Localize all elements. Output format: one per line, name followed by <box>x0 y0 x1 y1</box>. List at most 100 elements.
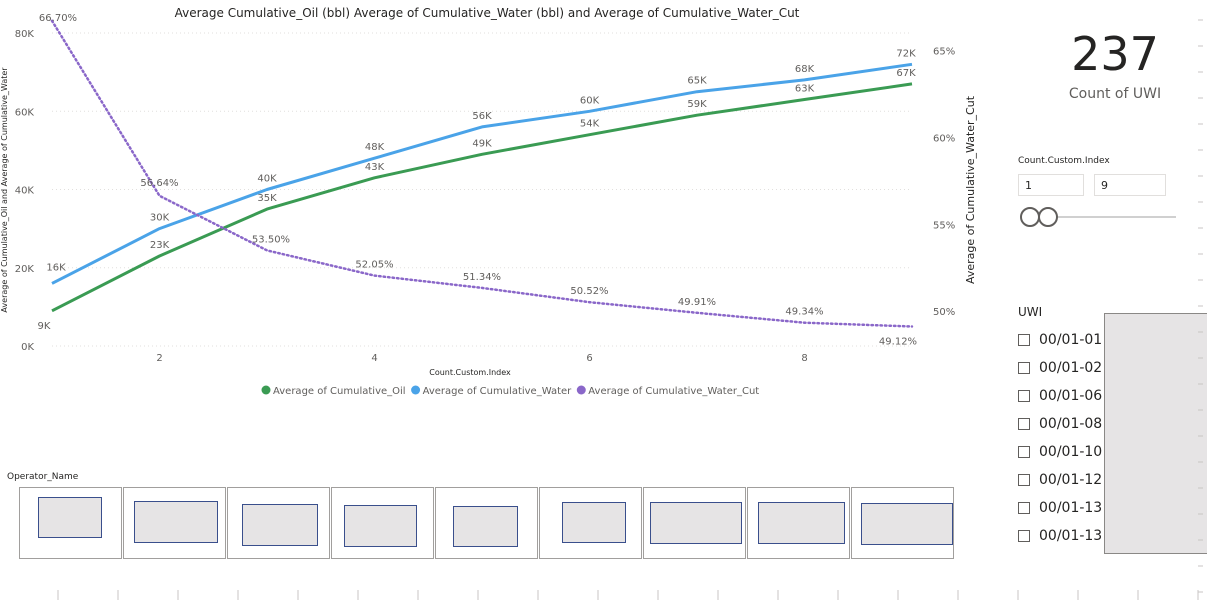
operator-tile[interactable] <box>435 487 538 559</box>
operator-tile[interactable] <box>539 487 642 559</box>
operator-tile[interactable] <box>747 487 850 559</box>
operator-logo-placeholder <box>344 505 417 547</box>
series-line <box>51 62 913 285</box>
x-tick-label: 4 <box>371 353 377 364</box>
range-slider-track[interactable] <box>1030 216 1176 218</box>
data-label: 50.52% <box>570 286 608 297</box>
checkbox[interactable] <box>1018 474 1030 486</box>
uwi-item-label: 00/01-12 <box>1039 472 1103 488</box>
data-label: 49.34% <box>785 307 823 318</box>
range-slider-max-handle[interactable] <box>1038 207 1058 227</box>
range-min-input[interactable]: 1 <box>1018 174 1084 196</box>
checkbox[interactable] <box>1018 446 1030 458</box>
operator-tile[interactable] <box>643 487 746 559</box>
legend-marker <box>261 385 271 395</box>
uwi-item-label: 00/01-01 <box>1039 332 1103 348</box>
data-label: 43K <box>365 162 385 173</box>
operator-logo-placeholder <box>861 503 953 545</box>
range-slider-min-handle[interactable] <box>1020 207 1040 227</box>
data-label: 53.50% <box>252 234 290 245</box>
uwi-item-label: 00/01-10 <box>1039 444 1103 460</box>
legend-entry: Average of Cumulative_Water <box>423 386 573 397</box>
line-chart: Average Cumulative_Oil (bbl) Average of … <box>0 6 977 398</box>
list-item[interactable]: 00/01-13 <box>1018 494 1102 522</box>
uwi-image-placeholder <box>1104 313 1207 554</box>
data-label: 49K <box>472 138 492 149</box>
chart-gridlines <box>52 32 912 347</box>
list-item[interactable]: 00/01-01 <box>1018 326 1102 354</box>
uwi-item-label: 00/01-13 <box>1039 500 1103 516</box>
list-item[interactable]: 00/01-02 <box>1018 354 1102 382</box>
data-label: 63K <box>795 84 815 95</box>
operator-tile[interactable] <box>331 487 434 559</box>
legend-entry: Average of Cumulative_Water_Cut <box>588 386 759 397</box>
uwi-item-label: 00/01-13 <box>1039 528 1103 544</box>
data-label: 9K <box>38 321 51 332</box>
checkbox[interactable] <box>1018 530 1030 542</box>
y-tick-label-right: 65% <box>933 46 955 57</box>
list-item[interactable]: 00/01-13 <box>1018 522 1102 550</box>
data-label: 66.70% <box>39 13 77 24</box>
operator-tile[interactable] <box>227 487 330 559</box>
y-axis-right-title: Average of Cumulative_Water_Cut <box>964 95 977 284</box>
operator-slicer-title: Operator_Name <box>7 472 79 482</box>
series-line <box>50 19 914 328</box>
operator-logo-placeholder <box>453 506 518 547</box>
data-label: 60K <box>580 95 600 106</box>
x-axis-title: Count.Custom.Index <box>429 368 511 377</box>
y-axis-left-title: Average of Cumulative_Oil and Average of… <box>0 67 9 313</box>
operator-logo-placeholder <box>134 501 218 543</box>
operator-logo-placeholder <box>562 502 626 543</box>
list-item[interactable]: 00/01-10 <box>1018 438 1102 466</box>
data-label: 48K <box>365 142 385 153</box>
list-item[interactable]: 00/01-12 <box>1018 466 1102 494</box>
legend-entry: Average of Cumulative_Oil <box>273 386 406 397</box>
checkbox[interactable] <box>1018 334 1030 346</box>
kpi-card-label: Count of UWI <box>1068 86 1162 102</box>
data-label: 23K <box>150 240 170 251</box>
data-label: 49.12% <box>879 337 917 348</box>
operator-slicer-tiles <box>19 487 955 559</box>
y-tick-label-left: 60K <box>15 107 35 118</box>
data-label: 30K <box>150 213 170 224</box>
y-tick-label-right: 50% <box>933 307 955 318</box>
chart-data-labels: 9K 23K 35K 43K 49K 54K 59K 63K 67K 16K 30K 40K 48K 56… <box>38 13 918 348</box>
uwi-slicer-title: UWI <box>1018 305 1043 319</box>
operator-tile[interactable] <box>123 487 226 559</box>
y-tick-label-right: 55% <box>933 220 955 231</box>
data-label: 49.91% <box>678 297 716 308</box>
operator-logo-placeholder <box>650 502 742 544</box>
operator-tile[interactable] <box>851 487 954 559</box>
uwi-item-label: 00/01-06 <box>1039 388 1103 404</box>
data-label: 52.05% <box>355 260 393 271</box>
y-tick-label-right: 60% <box>933 133 955 144</box>
data-label: 56.64% <box>140 178 178 189</box>
checkbox[interactable] <box>1018 362 1030 374</box>
data-label: 35K <box>257 193 277 204</box>
data-label: 72K <box>896 48 916 59</box>
checkbox[interactable] <box>1018 418 1030 430</box>
range-max-input[interactable]: 9 <box>1094 174 1166 196</box>
data-label: 65K <box>687 76 707 87</box>
checkbox[interactable] <box>1018 502 1030 514</box>
operator-logo-placeholder <box>38 497 102 538</box>
chart-series <box>50 19 914 328</box>
legend-marker <box>411 385 421 395</box>
data-label: 67K <box>896 68 916 79</box>
y-tick-label-left: 20K <box>15 264 35 275</box>
operator-tile[interactable] <box>19 487 122 559</box>
data-label: 40K <box>257 174 277 185</box>
data-label: 56K <box>472 111 492 122</box>
kpi-card-value: 237 <box>1071 27 1159 81</box>
x-tick-label: 8 <box>801 353 807 364</box>
x-tick-label: 6 <box>586 353 592 364</box>
page-edge-ticks-right <box>1198 19 1203 593</box>
chart-legend[interactable]: Average of Cumulative_Oil Average of Cumu… <box>261 385 760 398</box>
list-item[interactable]: 00/01-06 <box>1018 382 1102 410</box>
range-slicer-title: Count.Custom.Index <box>1018 156 1110 166</box>
y-tick-label-left: 80K <box>15 29 35 40</box>
chart-title: Average Cumulative_Oil (bbl) Average of … <box>175 6 800 20</box>
x-tick-label: 2 <box>156 353 162 364</box>
list-item[interactable]: 00/01-08 <box>1018 410 1102 438</box>
checkbox[interactable] <box>1018 390 1030 402</box>
